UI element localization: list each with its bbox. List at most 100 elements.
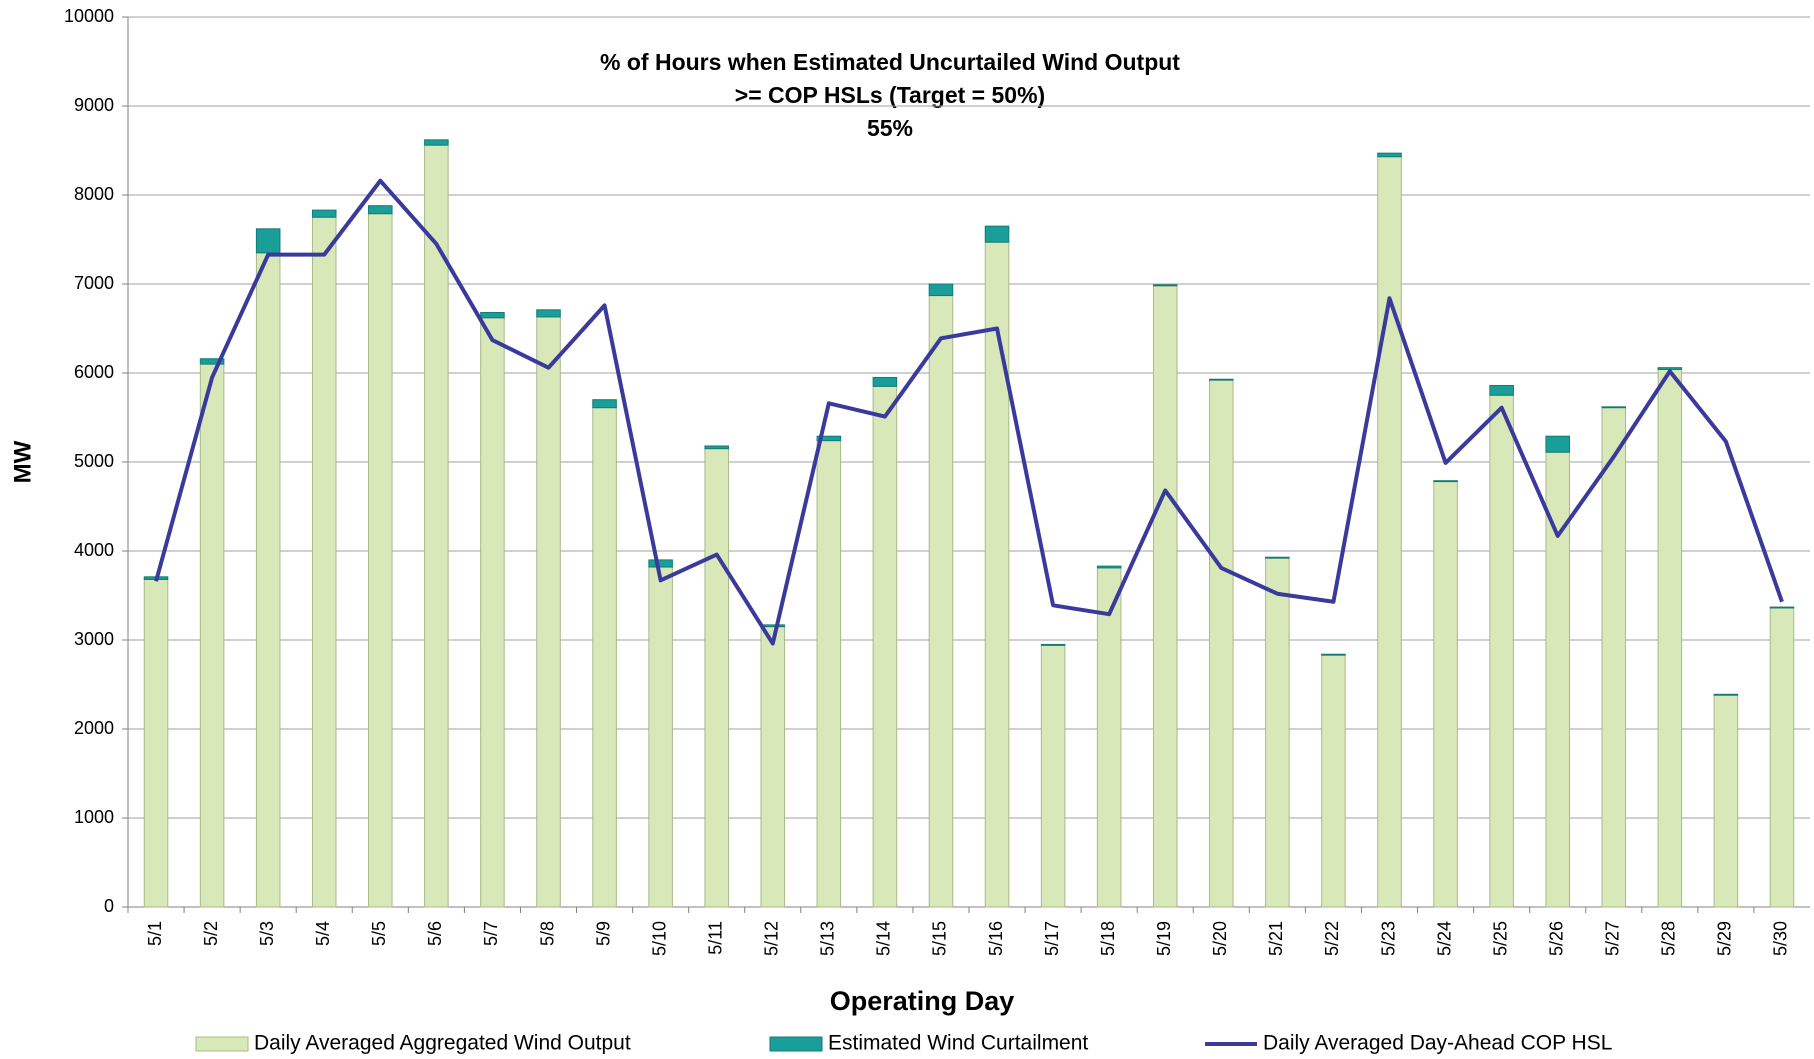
x-tick-label: 5/14 <box>874 921 894 956</box>
bar <box>311 216 337 908</box>
x-tick-label: 5/28 <box>1659 921 1679 956</box>
bar <box>199 358 225 365</box>
bar <box>1321 653 1346 656</box>
annotation: % of Hours when Estimated Uncurtailed Wi… <box>600 49 1180 75</box>
x-tick-label: 5/9 <box>593 921 613 946</box>
x-tick-label: 5/27 <box>1603 921 1623 956</box>
y-tick-label: 7000 <box>74 273 114 293</box>
bar <box>536 309 561 318</box>
x-tick-label: 5/23 <box>1378 921 1398 956</box>
bar <box>760 626 786 908</box>
x-axis-label: Operating Day <box>830 986 1015 1016</box>
bar <box>1096 565 1122 569</box>
bar <box>872 376 898 387</box>
x-tick-label: 5/16 <box>986 921 1006 956</box>
bar <box>704 448 729 908</box>
bar <box>760 624 786 628</box>
x-tick-label: 5/5 <box>369 921 389 946</box>
bar <box>1769 606 1795 609</box>
bar <box>255 252 281 908</box>
x-tick-label: 5/30 <box>1771 921 1791 956</box>
x-tick-label: 5/25 <box>1490 921 1510 956</box>
x-tick-label: 5/6 <box>425 921 445 946</box>
legend-swatch <box>195 1036 249 1052</box>
bar <box>984 241 1010 908</box>
x-tick-label: 5/4 <box>313 921 333 946</box>
bar <box>592 407 617 908</box>
y-axis-label: MW <box>9 440 36 483</box>
bar <box>928 295 954 908</box>
bar <box>311 209 337 218</box>
bar <box>1209 379 1234 908</box>
x-tick-label: 5/1 <box>145 921 165 946</box>
bar <box>1433 480 1458 483</box>
x-tick-label: 5/17 <box>1042 921 1062 956</box>
bar <box>928 283 954 297</box>
x-tick-label: 5/3 <box>257 921 277 946</box>
x-tick-label: 5/13 <box>818 921 838 956</box>
legend-swatch <box>769 1036 823 1052</box>
y-tick-label: 6000 <box>74 362 114 382</box>
y-tick-label: 8000 <box>74 184 114 204</box>
bar <box>1489 394 1514 908</box>
bar <box>1657 367 1683 370</box>
y-tick-label: 3000 <box>74 629 114 649</box>
bar <box>1601 407 1627 908</box>
bar <box>1040 644 1066 908</box>
y-tick-label: 2000 <box>74 718 114 738</box>
x-tick-label: 5/7 <box>481 921 501 946</box>
bar <box>872 385 898 908</box>
x-tick-label: 5/15 <box>930 921 950 956</box>
bar <box>1769 607 1795 908</box>
bar <box>480 317 505 908</box>
x-tick-label: 5/8 <box>537 921 557 946</box>
bar <box>368 213 393 908</box>
bar <box>816 440 842 908</box>
y-tick-label: 0 <box>104 896 114 916</box>
bar <box>1433 481 1458 908</box>
bar <box>1321 654 1346 908</box>
bar <box>143 578 169 908</box>
line <box>154 178 1784 646</box>
bar <box>1713 693 1739 696</box>
bar <box>1152 284 1178 287</box>
bar <box>592 399 617 409</box>
x-tick-label: 5/22 <box>1322 921 1342 956</box>
bar <box>816 435 842 442</box>
bar <box>1152 285 1178 908</box>
bar <box>1377 152 1402 158</box>
x-tick-label: 5/10 <box>649 921 669 956</box>
y-tick-label: 1000 <box>74 807 114 827</box>
x-tick-label: 5/29 <box>1715 921 1735 956</box>
x-tick-label: 5/2 <box>201 921 221 946</box>
bar <box>704 445 729 450</box>
bar <box>1040 643 1066 646</box>
bar <box>1096 567 1122 908</box>
x-tick-label: 5/18 <box>1098 921 1118 956</box>
bar <box>1209 378 1234 381</box>
x-tick-label: 5/12 <box>762 921 782 956</box>
y-tick-label: 10000 <box>64 6 114 26</box>
bar <box>199 363 225 908</box>
bar <box>536 316 561 908</box>
x-tick-label: 5/26 <box>1546 921 1566 956</box>
x-tick-label: 5/19 <box>1154 921 1174 956</box>
x-tick-label: 5/24 <box>1434 921 1454 956</box>
legend-label: Daily Averaged Day-Ahead COP HSL <box>1263 1032 1612 1054</box>
annotation: 55% <box>867 115 913 141</box>
bar <box>1265 557 1290 908</box>
bar <box>984 225 1010 243</box>
bar <box>255 228 281 254</box>
legend-label: Daily Averaged Aggregated Wind Output <box>254 1032 631 1054</box>
bar <box>1545 435 1570 453</box>
bar <box>1377 156 1402 908</box>
x-tick-label: 5/20 <box>1210 921 1230 956</box>
bar <box>1489 384 1514 396</box>
bar <box>1601 406 1627 409</box>
y-tick-label: 9000 <box>74 95 114 115</box>
bar <box>1265 556 1290 559</box>
bar <box>480 311 505 319</box>
y-tick-label: 4000 <box>74 540 114 560</box>
legend-label: Estimated Wind Curtailment <box>828 1032 1088 1054</box>
